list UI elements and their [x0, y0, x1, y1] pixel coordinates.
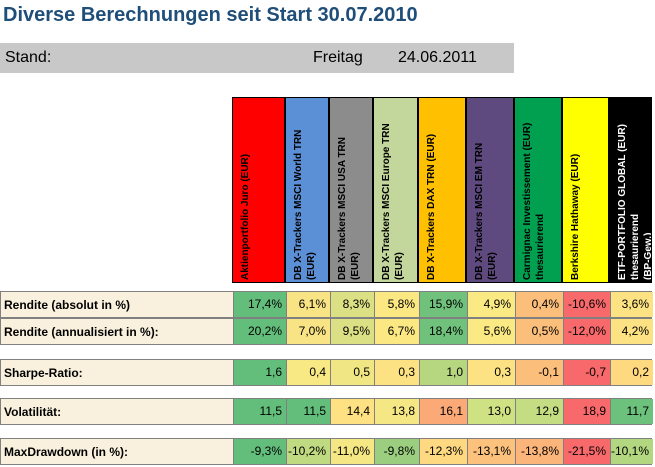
column-header-label: DB X-Trackers MSCI EM TRN (EUR) — [473, 100, 499, 280]
stand-day: Freitag — [313, 49, 363, 66]
table-cell: 5,8% — [374, 292, 419, 317]
row-label: MaxDrawdown (in %): — [4, 445, 129, 459]
table-cell: -0,7 — [563, 360, 610, 385]
column-header-line: (EUR) — [394, 252, 405, 280]
column-header-label: DB X-Trackers MSCI USA TRN (EUR) — [336, 100, 362, 280]
table-cell: 11,5 — [233, 399, 286, 424]
table-cell: 1,6 — [233, 360, 286, 385]
table-cell: -10,2% — [286, 439, 330, 464]
table-cell: 5,6% — [467, 319, 515, 344]
table-cell: -12,3% — [419, 439, 467, 464]
column-header-line: DB X-Trackers MSCI Europe TRN — [381, 123, 392, 280]
row-label: Rendite (annualisiert in %): — [4, 325, 159, 339]
table-cell: 11,7 — [610, 399, 653, 424]
table-cell: -12,0% — [563, 319, 610, 344]
table-cell: 8,3% — [330, 292, 374, 317]
column-header-line: thesaurierend — [630, 213, 641, 280]
column-header-line: DB X-Trackers MSCI USA TRN — [337, 137, 348, 280]
table-cell: 0,3 — [467, 360, 515, 385]
table-cell: 4,9% — [467, 292, 515, 317]
table-cell: 0,3 — [374, 360, 419, 385]
table-cell: -10,1% — [610, 439, 653, 464]
stand-bar: Stand: Freitag 24.06.2011 — [0, 43, 514, 73]
column-header: ETF-PORTFOLIO GLOBAL (EUR) thesaurierend(… — [609, 97, 652, 283]
table-cell: 13,8 — [374, 399, 419, 424]
table-cell: 17,4% — [233, 292, 286, 317]
table-cell: 15,9% — [419, 292, 467, 317]
row-label: Rendite (absolut in %) — [4, 298, 130, 312]
column-header: DB X-Trackers DAX TRN (EUR) — [418, 97, 466, 283]
column-header-line: Berkshire Hathaway (EUR) — [570, 153, 581, 280]
stand-label: Stand: — [5, 49, 52, 66]
table-cell: 3,6% — [610, 292, 653, 317]
column-header-line: DB X-Trackers DAX TRN (EUR) — [426, 133, 437, 280]
table-cell: 7,0% — [286, 319, 330, 344]
row-label: Volatilität: — [4, 405, 62, 419]
column-header: DB X-Trackers MSCI World TRN (EUR) — [285, 97, 329, 283]
column-header: Berkshire Hathaway (EUR) — [562, 97, 609, 283]
column-header-label: DB X-Trackers MSCI Europe TRN (EUR) — [380, 100, 406, 280]
table-cell: 0,5 — [330, 360, 374, 385]
column-header-label: Aktienportfolio Juro (EUR) — [239, 100, 252, 280]
table-cell: 0,4 — [286, 360, 330, 385]
column-header-line: (BP-Gew.) — [643, 232, 652, 280]
table-cell: 18,4% — [419, 319, 467, 344]
table-cell: -9,3% — [233, 439, 286, 464]
column-header-line: Carmignac Investissement (EUR) — [522, 122, 533, 280]
column-header-label: ETF-PORTFOLIO GLOBAL (EUR) thesaurierend(… — [616, 100, 652, 280]
stand-date: 24.06.2011 — [398, 49, 477, 66]
table-cell: 12,9 — [515, 399, 563, 424]
column-header-label: DB X-Trackers MSCI World TRN (EUR) — [292, 100, 318, 280]
column-header-label: Carmignac Investissement (EUR) thesaurier… — [521, 100, 547, 280]
column-header-line: ETF-PORTFOLIO GLOBAL (EUR) — [617, 124, 628, 280]
table-cell: 0,4% — [515, 292, 563, 317]
column-header-line: (EUR) — [350, 252, 361, 280]
column-header-label: Berkshire Hathaway (EUR) — [569, 100, 582, 280]
column-header-label: DB X-Trackers DAX TRN (EUR) — [425, 100, 438, 280]
column-header-line: DB X-Trackers MSCI World TRN — [293, 129, 304, 280]
column-header-line: Aktienportfolio Juro (EUR) — [240, 153, 251, 280]
table-cell: 6,1% — [286, 292, 330, 317]
table-row: Rendite (absolut in %) 17,4% 6,1% 8,3% 5,8% 1… — [0, 291, 653, 318]
table-row: Sharpe-Ratio: 1,6 0,4 0,5 0,3 1,0 0,3 -0,1 -0,7 0… — [0, 359, 653, 386]
table-cell: 0,2 — [610, 360, 653, 385]
table-cell: -13,8% — [515, 439, 563, 464]
table-cell: 6,7% — [374, 319, 419, 344]
column-header: DB X-Trackers MSCI EM TRN (EUR) — [466, 97, 514, 283]
table-cell: -10,6% — [563, 292, 610, 317]
table-cell: -9,8% — [374, 439, 419, 464]
table-cell: 11,5 — [286, 399, 330, 424]
table-cell: 9,5% — [330, 319, 374, 344]
table-row: Rendite (annualisiert in %): 20,2% 7,0% 9,5… — [0, 318, 653, 345]
column-header-line: thesaurierend — [535, 213, 546, 280]
table-cell: 14,4 — [330, 399, 374, 424]
table-cell: 4,2% — [610, 319, 653, 344]
table-cell: -13,1% — [467, 439, 515, 464]
table-cell: 20,2% — [233, 319, 286, 344]
table-row: Volatilität: 11,5 11,5 14,4 13,8 16,1 13,0 12,9… — [0, 398, 653, 425]
column-header-line: DB X-Trackers MSCI EM TRN — [474, 142, 485, 280]
table-cell: 0,5% — [515, 319, 563, 344]
column-header: Carmignac Investissement (EUR) thesaurier… — [514, 97, 562, 283]
table-cell: 1,0 — [419, 360, 467, 385]
row-label: Sharpe-Ratio: — [4, 366, 83, 380]
column-header: DB X-Trackers MSCI USA TRN (EUR) — [329, 97, 373, 283]
column-header-line: (EUR) — [306, 252, 317, 280]
table-cell: 18,9 — [563, 399, 610, 424]
column-header: DB X-Trackers MSCI Europe TRN (EUR) — [373, 97, 418, 283]
table-cell: -11,0% — [330, 439, 374, 464]
table-cell: -0,1 — [515, 360, 563, 385]
page-title: Diverse Berechnungen seit Start 30.07.20… — [3, 4, 418, 26]
column-header-line: (EUR) — [487, 252, 498, 280]
table-cell: 16,1 — [419, 399, 467, 424]
table-cell: 13,0 — [467, 399, 515, 424]
table-row: MaxDrawdown (in %): -9,3% -10,2% -11,0% -9,8… — [0, 438, 653, 465]
table-cell: -21,5% — [563, 439, 610, 464]
column-header: Aktienportfolio Juro (EUR) — [232, 97, 285, 283]
